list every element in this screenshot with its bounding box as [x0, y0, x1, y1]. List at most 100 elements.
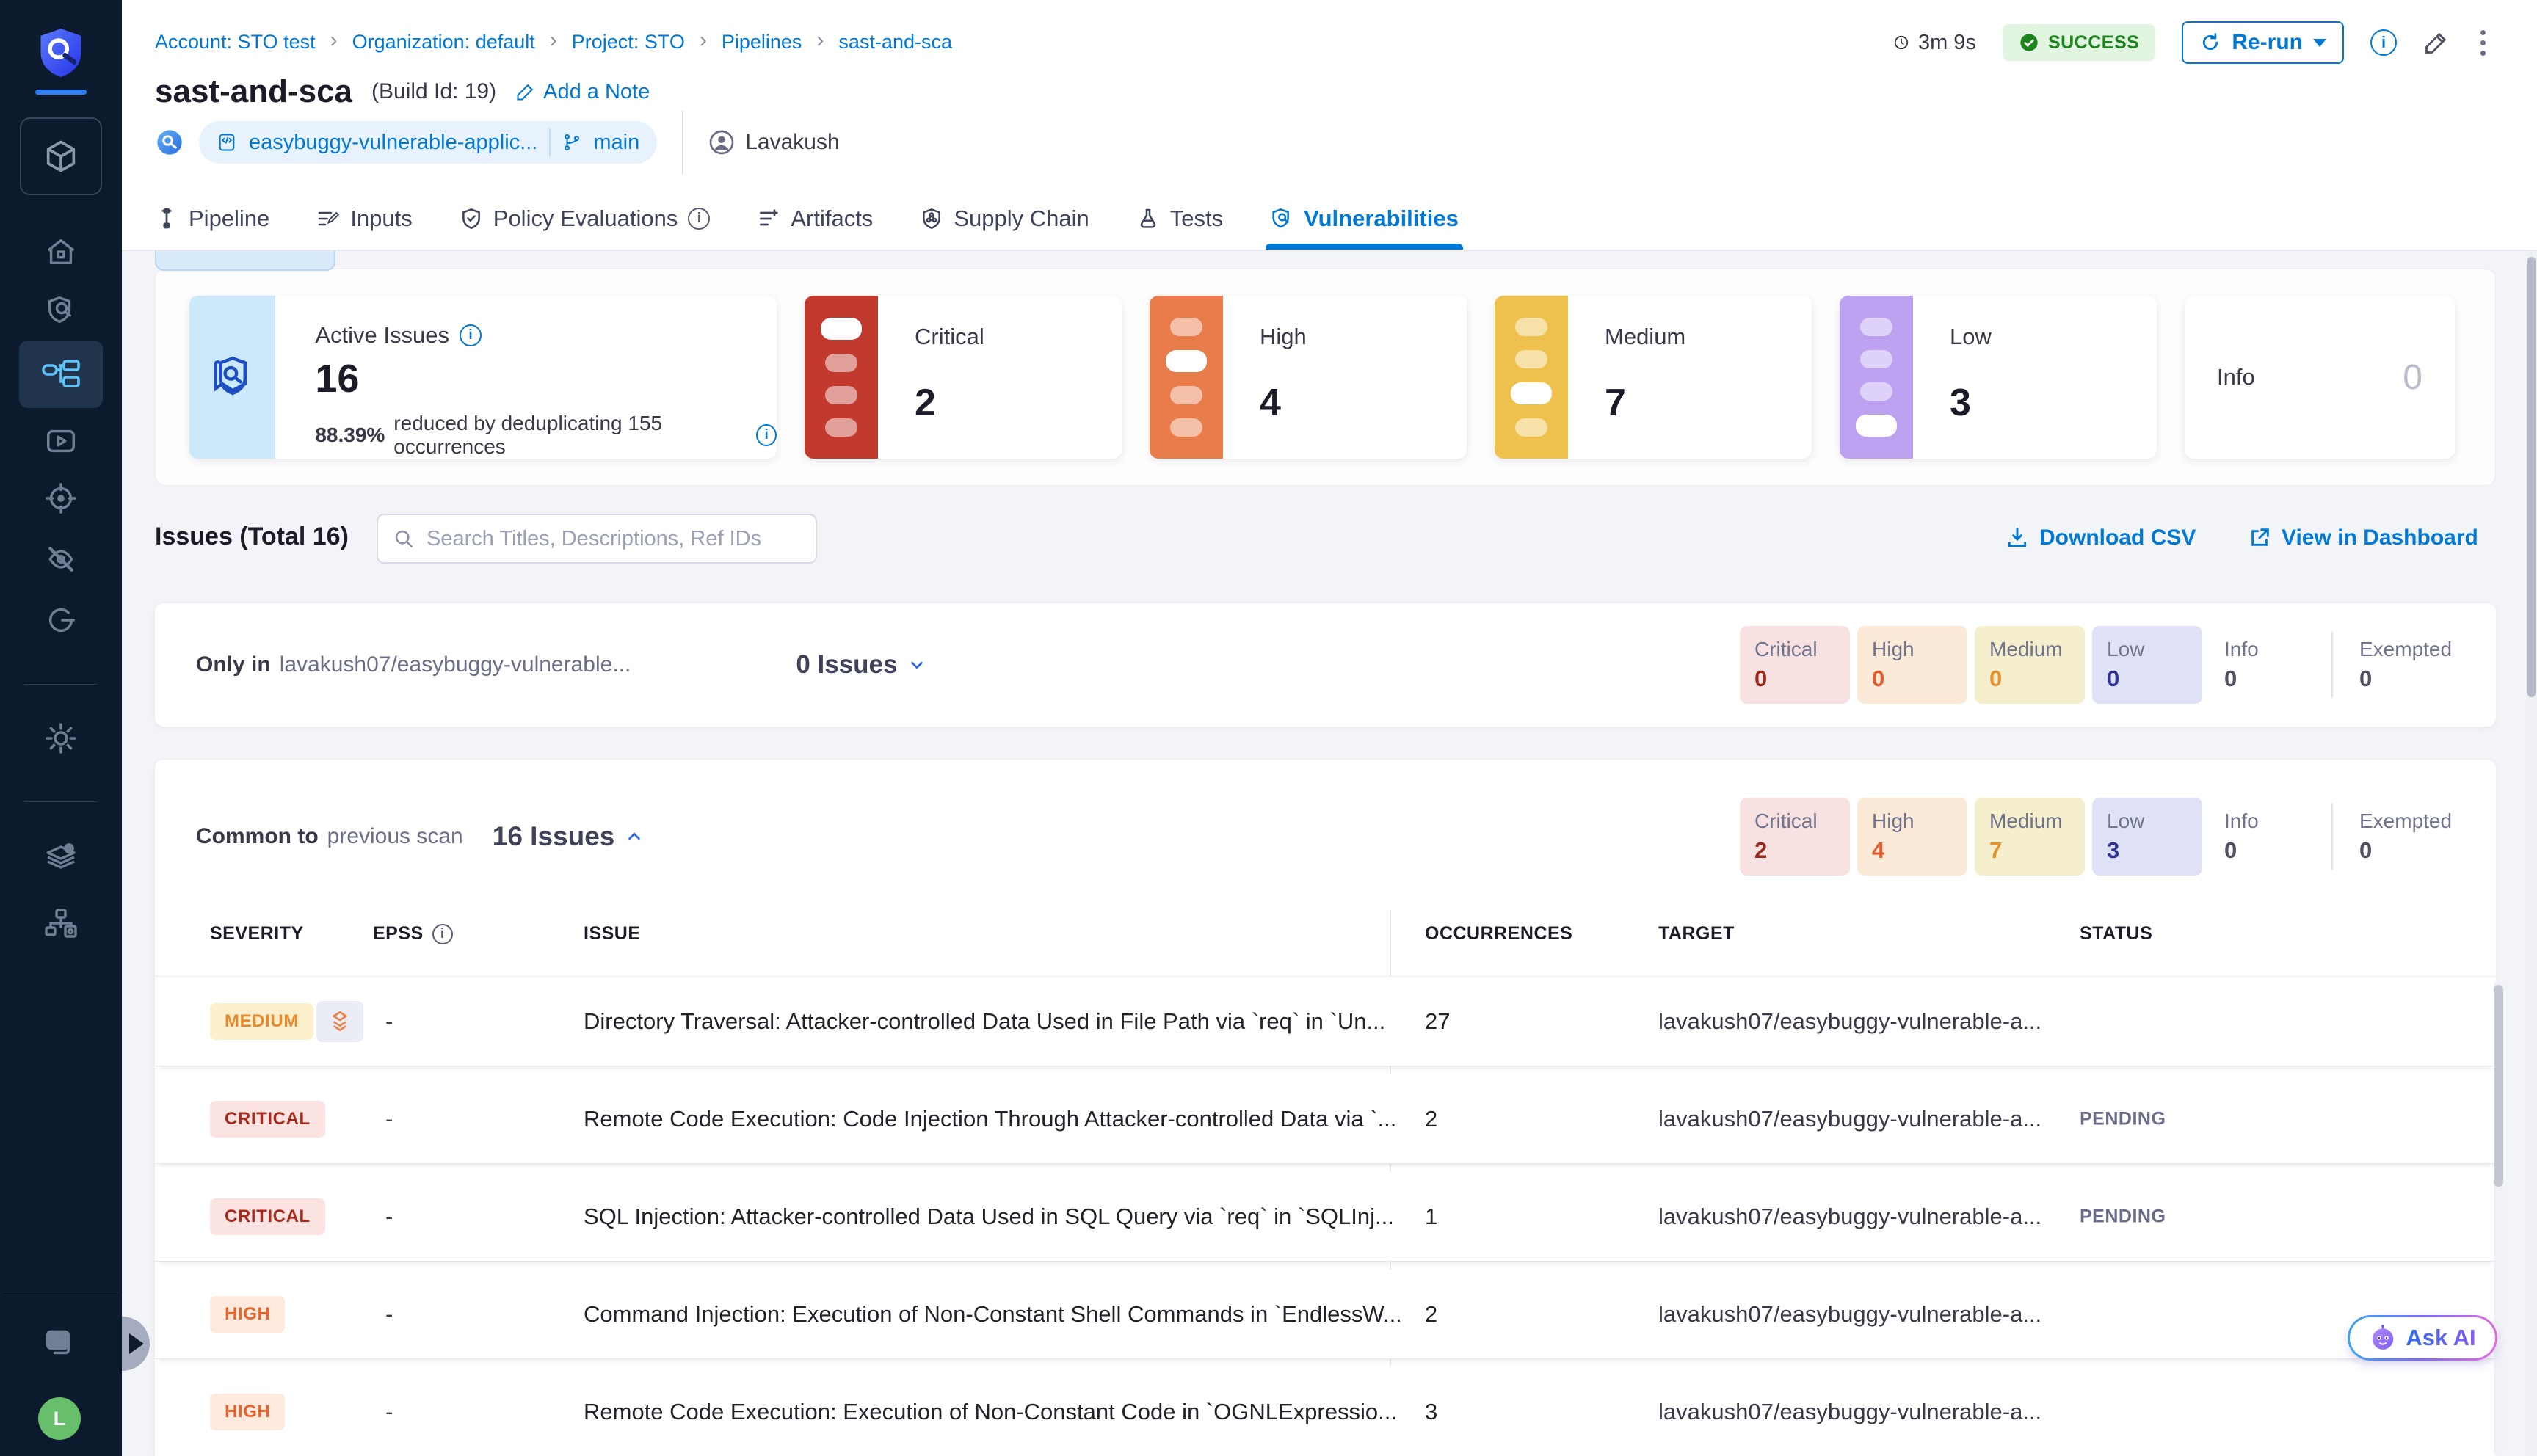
severity-bars-icon	[805, 296, 878, 459]
col-issue: ISSUE	[584, 923, 641, 944]
breadcrumb-current[interactable]: sast-and-sca	[838, 30, 952, 53]
rerun-button[interactable]: Re-run	[2182, 21, 2344, 64]
severity-bars-icon	[1150, 296, 1223, 459]
medium-count: 7	[1605, 382, 1626, 424]
module-selector-button[interactable]	[20, 117, 102, 195]
artifacts-icon	[760, 209, 779, 226]
refresh-icon	[2203, 33, 2218, 51]
tab-inputs[interactable]: Inputs	[316, 188, 413, 250]
sidebar-divider	[24, 684, 98, 685]
branch-name[interactable]: main	[593, 130, 640, 154]
left-nav-sidebar: ? L	[0, 0, 122, 1456]
tab-policy-evaluations[interactable]: Policy Evaluations i	[460, 188, 711, 250]
tab-vulnerabilities[interactable]: Vulnerabilities	[1266, 188, 1463, 250]
view-dashboard-label: View in Dashboard	[2282, 525, 2478, 550]
tab-label: Artifacts	[791, 205, 874, 231]
target-value: lavakush07/easybuggy-vulnerable-a...	[1658, 1300, 2042, 1327]
status-badge: SUCCESS	[2002, 24, 2156, 61]
chip-medium: Medium 7	[1975, 798, 2085, 876]
help-chat-icon[interactable]: ?	[0, 1325, 122, 1362]
severity-badge: MEDIUM	[210, 1002, 313, 1040]
org-structure-icon[interactable]	[0, 906, 122, 941]
targets-icon[interactable]	[0, 481, 122, 515]
sidebar-divider	[24, 801, 98, 802]
active-issues-info-icon[interactable]: i	[459, 324, 482, 346]
rerun-dropdown-caret[interactable]	[2313, 38, 2326, 47]
run-info-icon[interactable]: i	[2370, 29, 2397, 56]
breadcrumb-separator: ›	[816, 28, 824, 52]
issue-title[interactable]: SQL Injection: Attacker-controlled Data …	[584, 1203, 1394, 1229]
home-icon[interactable]	[0, 235, 122, 269]
security-tests-icon[interactable]	[0, 294, 122, 327]
info-label: Info	[2217, 364, 2255, 390]
policy-info-icon[interactable]: i	[688, 208, 711, 230]
window-scrollbar[interactable]	[2526, 252, 2537, 1456]
table-scrollbar-thumb[interactable]	[2494, 985, 2503, 1187]
epss-value: -	[385, 1105, 393, 1132]
repo-name[interactable]: easybuggy-vulnerable-applic...	[249, 130, 538, 154]
group-count-label: 16 Issues	[492, 821, 615, 851]
chip-separator	[2331, 632, 2333, 698]
tab-artifacts[interactable]: Artifacts	[757, 188, 873, 250]
sidebar-item-pipelines-active[interactable]	[19, 341, 103, 408]
breadcrumb-separator: ›	[330, 28, 338, 52]
ignored-issues-icon[interactable]	[0, 543, 122, 575]
group-toggle[interactable]: 16 Issues	[493, 821, 643, 852]
summary-cards-panel: Active Issues i 16 88.39% reduced by ded…	[155, 269, 2496, 486]
window-scrollbar-thumb[interactable]	[2527, 257, 2536, 697]
info-count: 0	[2403, 357, 2422, 397]
group-toggle[interactable]: 0 Issues	[796, 650, 925, 680]
issues-search-input[interactable]	[427, 526, 801, 551]
common-scan-section: Common to previous scan 16 Issues Critic…	[155, 760, 2496, 1456]
pipeline-icon	[161, 208, 172, 229]
inputs-icon	[319, 211, 340, 226]
default-settings-icon[interactable]	[0, 838, 122, 873]
issue-row[interactable]: HIGH - Command Injection: Execution of N…	[155, 1270, 2496, 1359]
download-csv-label: Download CSV	[2039, 525, 2196, 550]
issue-title[interactable]: Command Injection: Execution of Non-Cons…	[584, 1300, 1402, 1327]
tab-supply-chain[interactable]: Supply Chain	[920, 188, 1089, 250]
tab-tests[interactable]: Tests	[1136, 188, 1223, 250]
dedup-info-icon[interactable]: i	[756, 424, 777, 446]
epss-info-icon[interactable]: i	[432, 923, 453, 944]
issue-row[interactable]: HIGH - Remote Code Execution: Execution …	[155, 1367, 2496, 1456]
severity-badge: HIGH	[210, 1295, 286, 1333]
high-summary-card: High 4	[1150, 296, 1467, 459]
severity-bars-icon	[1840, 296, 1913, 459]
executions-icon[interactable]	[0, 424, 122, 458]
epss-value: -	[385, 1203, 393, 1229]
tab-label: Pipeline	[189, 205, 270, 231]
repo-branch-pill[interactable]: easybuggy-vulnerable-applic... main	[199, 121, 658, 164]
download-csv-button[interactable]: Download CSV	[2006, 525, 2196, 550]
tab-pipeline[interactable]: Pipeline	[155, 188, 269, 250]
edit-pipeline-icon[interactable]	[2423, 29, 2450, 56]
breadcrumb-pipelines[interactable]: Pipelines	[721, 30, 802, 53]
issue-title[interactable]: Remote Code Execution: Code Injection Th…	[584, 1105, 1397, 1132]
issue-title[interactable]: Remote Code Execution: Execution of Non-…	[584, 1398, 1397, 1424]
breadcrumb-account[interactable]: Account: STO test	[155, 30, 316, 53]
table-scrollbar[interactable]	[2494, 980, 2503, 1456]
settings-gear-icon[interactable]	[0, 721, 122, 756]
issue-row[interactable]: CRITICAL - SQL Injection: Attacker-contr…	[155, 1172, 2496, 1262]
ask-ai-button[interactable]: Ask AI	[2348, 1315, 2497, 1361]
pencil-icon	[517, 84, 534, 101]
severity-badge: CRITICAL	[210, 1198, 325, 1235]
dedup-percent: 88.39%	[315, 423, 385, 446]
view-dashboard-button[interactable]: View in Dashboard	[2248, 525, 2478, 550]
breadcrumb-org[interactable]: Organization: default	[352, 30, 535, 53]
epss-value: -	[385, 1398, 393, 1424]
issue-row[interactable]: CRITICAL - Remote Code Execution: Code I…	[155, 1074, 2496, 1164]
exemptions-icon[interactable]	[0, 603, 122, 637]
user-avatar[interactable]: L	[38, 1397, 81, 1440]
page-title: sast-and-sca	[155, 73, 353, 109]
add-note-button[interactable]: Add a Note	[515, 80, 650, 104]
build-id: (Build Id: 19)	[371, 79, 497, 103]
header-divider	[682, 111, 684, 174]
issue-title[interactable]: Directory Traversal: Attacker-controlled…	[584, 1008, 1386, 1034]
more-options-menu[interactable]	[2476, 26, 2490, 60]
deduplicated-stack-icon[interactable]	[316, 1000, 363, 1042]
breadcrumb-project[interactable]: Project: STO	[571, 30, 685, 53]
active-issues-count: 16	[315, 357, 360, 401]
issue-row[interactable]: MEDIUM - Directory Traversal: Attacker-c…	[155, 977, 2496, 1066]
sidebar-expand-handle[interactable]	[122, 1317, 150, 1371]
